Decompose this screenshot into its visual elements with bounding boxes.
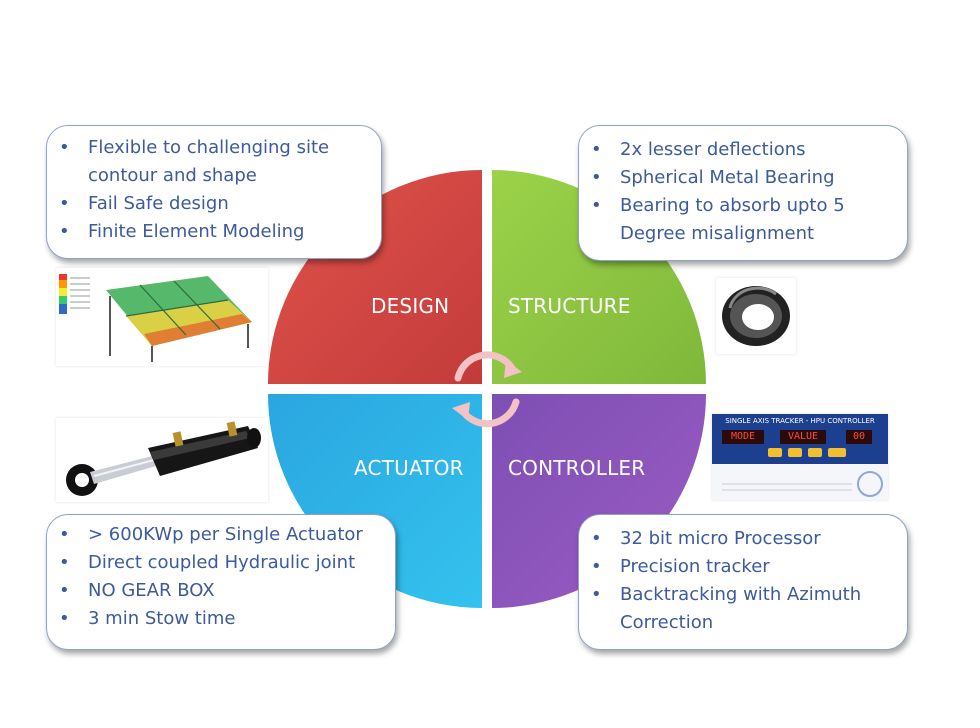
arrowheads-icon [452, 360, 522, 420]
structure-feature-item: Bearing to absorb upto 5 Degree misalign… [583, 192, 897, 248]
fea-analysis-image [56, 268, 268, 366]
design-features-box: Flexible to challenging site contour and… [46, 125, 382, 259]
spherical-bearing-image [716, 278, 796, 354]
actuator-quadrant [268, 394, 482, 608]
hydraulic-cylinder-icon [66, 421, 261, 496]
fea-model-icon [59, 274, 252, 362]
controller-label: CONTROLLER [508, 456, 646, 480]
bearing-icon [722, 286, 790, 346]
controller-panel-icon [712, 414, 888, 500]
actuator-feature-item: Direct coupled Hydraulic joint [51, 549, 385, 577]
actuator-features-box: > 600KWp per Single Actuator Direct coup… [46, 514, 396, 650]
design-feature-item: Flexible to challenging site contour and… [51, 134, 371, 190]
controller-features-box: 32 bit micro Processor Precision tracker… [578, 514, 908, 650]
design-quadrant [268, 170, 482, 384]
design-label: DESIGN [371, 294, 450, 318]
controller-mode-display: MODE [730, 431, 756, 442]
actuator-feature-item: > 600KWp per Single Actuator [51, 521, 385, 549]
hpu-controller-image: SINGLE AXIS TRACKER - HPU CONTROLLER MOD… [712, 414, 888, 500]
structure-feature-item: 2x lesser deflections [583, 136, 897, 164]
design-feature-item: Finite Element Modeling [51, 218, 371, 246]
controller-feature-item: Backtracking with Azimuth Correction [583, 581, 897, 637]
structure-feature-item: Spherical Metal Bearing [583, 164, 897, 192]
controller-quadrant [492, 394, 706, 608]
structure-features-box: 2x lesser deflections Spherical Metal Be… [578, 125, 908, 261]
structure-label: STRUCTURE [508, 294, 631, 318]
actuator-feature-item: 3 min Stow time [51, 605, 385, 633]
controller-feature-item: Precision tracker [583, 553, 897, 581]
controller-feature-item: 32 bit micro Processor [583, 525, 897, 553]
actuator-label: ACTUATOR [354, 456, 464, 480]
controller-value-display: VALUE [787, 431, 819, 442]
structure-quadrant [492, 170, 706, 384]
hydraulic-actuator-image [56, 418, 268, 502]
design-feature-item: Fail Safe design [51, 190, 371, 218]
controller-error-display: 00 [852, 431, 866, 442]
controller-panel-title: SINGLE AXIS TRACKER - HPU CONTROLLER [725, 417, 875, 425]
actuator-feature-item: NO GEAR BOX [51, 577, 385, 605]
